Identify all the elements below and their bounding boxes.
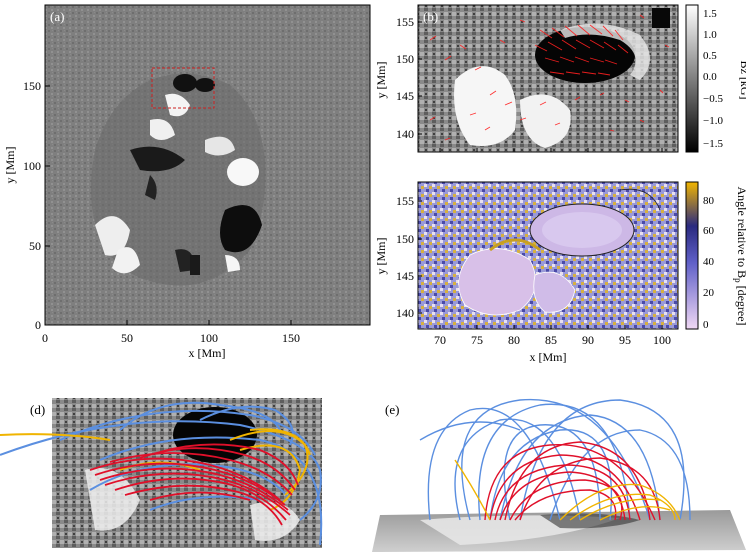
panel-b-cbar-tick: 0.5 xyxy=(703,50,717,62)
panel-c-ytick: 140 xyxy=(396,306,414,320)
panel-b-frame xyxy=(417,4,679,153)
panel-c-xtick: 75 xyxy=(471,333,483,347)
panel-a-label: (a) xyxy=(50,9,64,24)
panel-a-frame xyxy=(44,4,371,326)
panel-b-cbar-tick: −1.5 xyxy=(703,138,723,150)
panel-b-x-axis xyxy=(439,148,663,152)
panel-c-cbar-tick: 80 xyxy=(703,195,715,207)
panel-b-ytick: 150 xyxy=(396,52,414,66)
panel-a-ylabel: y [Mm] xyxy=(3,147,17,184)
panel-b-label: (b) xyxy=(423,9,438,24)
panel-e-field-lines-yellow xyxy=(454,459,681,521)
panel-a-xtick: 150 xyxy=(282,331,300,345)
panel-c-cbar-tick: 20 xyxy=(703,287,715,299)
panel-c-cbar-tick: 40 xyxy=(703,256,715,268)
panel-a: (a) 0 50 100 150 x [Mm] 0 50 100 150 y [… xyxy=(3,4,371,360)
panel-b: (b) 140 145 150 155 y [Mm] 1.5 1.0 xyxy=(374,4,746,153)
panel-c-xtick: 90 xyxy=(582,333,594,347)
panel-b-y-axis: 140 145 150 155 y [Mm] xyxy=(374,15,422,141)
panel-b-cbar-tick: 1.5 xyxy=(703,8,717,20)
panel-c-x-axis: 70 75 80 85 90 95 100 x [Mm] xyxy=(434,325,671,364)
panel-c-frame xyxy=(417,181,679,330)
panel-a-ytick: 150 xyxy=(23,79,41,93)
panel-c-ytick: 150 xyxy=(396,232,414,246)
panel-c-xtick: 80 xyxy=(508,333,520,347)
panel-b-cbar-tick: −1.0 xyxy=(703,115,723,127)
panel-b-cbar-tick: 0.0 xyxy=(703,71,717,83)
panel-c-cbar-label: Angle relative to Bp [degree] xyxy=(733,186,746,325)
panel-c-ylabel: y [Mm] xyxy=(374,238,388,275)
panel-c-colorbar: 80 60 40 20 0 Angle relative to Bp [degr… xyxy=(685,181,746,331)
panel-b-ylabel: y [Mm] xyxy=(374,62,388,99)
panel-d-field-lines-blue xyxy=(0,401,323,546)
panel-c-cbar-tick: 60 xyxy=(703,225,715,237)
panel-c-xtick: 95 xyxy=(619,333,631,347)
panel-c-xtick: 85 xyxy=(545,333,557,347)
panel-e-field-lines-blue xyxy=(419,398,691,521)
panel-a-xtick: 50 xyxy=(121,331,133,345)
panel-c-cbar-tick: 0 xyxy=(703,319,709,331)
panel-c-ytick: 155 xyxy=(396,194,414,208)
panel-a-ytick: 50 xyxy=(29,239,41,253)
panel-b-cbar-tick: −0.5 xyxy=(703,93,723,105)
panel-a-xtick: 100 xyxy=(200,331,218,345)
panel-a-active-region xyxy=(91,67,266,286)
panel-b-ytick: 155 xyxy=(396,15,414,29)
panel-c: 70 75 80 85 90 95 100 x [Mm] 140 145 150… xyxy=(374,181,746,364)
panel-b-colorbar: 1.5 1.0 0.5 0.0 −0.5 −1.0 −1.5 Bz [kG] xyxy=(685,4,746,153)
panel-a-y-axis: 0 50 100 150 y [Mm] xyxy=(3,79,50,332)
panel-c-xtick: 100 xyxy=(653,333,671,347)
panel-b-ytick: 140 xyxy=(396,127,414,141)
panel-b-ytick: 145 xyxy=(396,89,414,103)
panel-a-xlabel: x [Mm] xyxy=(189,346,226,360)
panel-a-x-axis: 0 50 100 150 x [Mm] xyxy=(42,320,300,360)
panel-c-y-axis: 140 145 150 155 y [Mm] xyxy=(374,194,422,320)
panel-a-xtick: 0 xyxy=(42,331,48,345)
panel-b-cbar-tick: 1.0 xyxy=(703,29,717,41)
panel-c-ytick: 145 xyxy=(396,269,414,283)
panel-d-field-lines-red xyxy=(89,443,299,526)
panel-b-vectors xyxy=(429,14,670,141)
panel-c-xtick: 70 xyxy=(434,333,446,347)
panel-d: (d) xyxy=(0,398,323,548)
panel-e: (e) xyxy=(372,398,746,552)
panel-a-ytick: 0 xyxy=(35,318,41,332)
panel-a-ytick: 100 xyxy=(23,159,41,173)
panel-c-xlabel: x [Mm] xyxy=(530,350,567,364)
panel-d-label: (d) xyxy=(30,402,45,417)
panel-b-cbar-label: Bz [kG] xyxy=(738,61,746,100)
panel-e-field-lines-red xyxy=(484,441,661,521)
panel-e-label: (e) xyxy=(385,402,399,417)
